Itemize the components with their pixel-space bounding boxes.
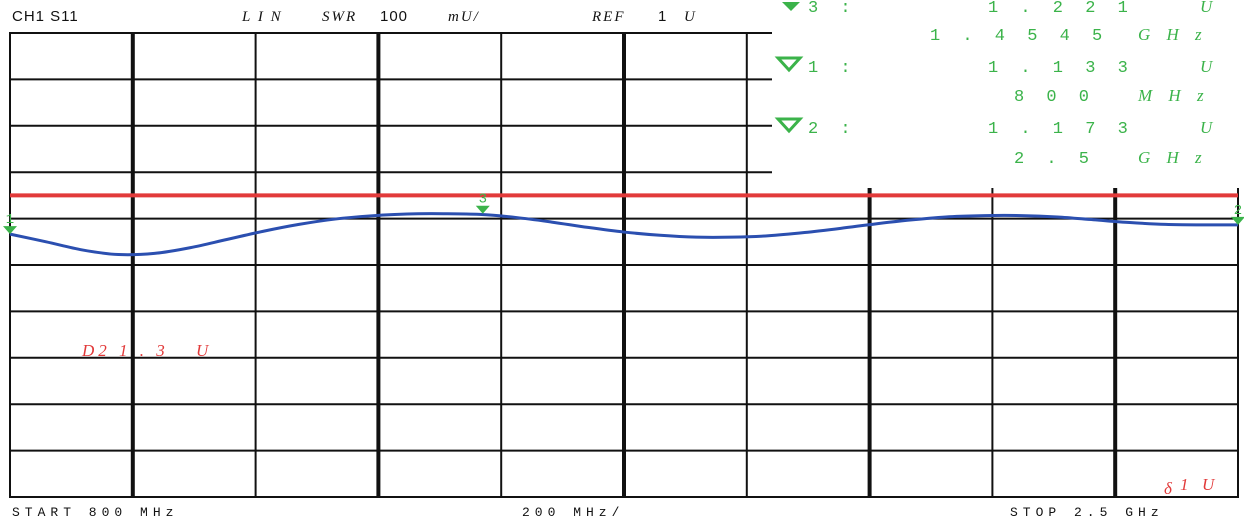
marker-active-icon (782, 2, 800, 11)
span-per-division: 200 MHz/ (522, 505, 624, 520)
stop-frequency: STOP 2.5 GHz (1010, 505, 1164, 520)
marker-2-icon (774, 117, 804, 134)
marker-3-value: 1 . 2 2 1 (988, 0, 1134, 18)
limit-line-label: D2 1 . 3 (81, 341, 169, 360)
ref-label: REF (591, 9, 626, 25)
ref-value: 1 (658, 8, 667, 25)
marker-1-freq-unit: M H z (1137, 86, 1210, 105)
marker-2-freq-unit: G H z (1138, 148, 1208, 167)
marker-1-unit: U (1200, 57, 1218, 76)
marker-3-freq-unit: G H z (1138, 25, 1208, 44)
marker-2-value: 1 . 1 7 3 (988, 120, 1134, 139)
limit-line-unit: U (196, 341, 212, 360)
delta-symbol: δ (1164, 479, 1176, 498)
trace-marker-1-label: 1 (6, 212, 14, 228)
channel-label: CH1 S11 (12, 8, 79, 25)
marker-1-value: 1 . 1 3 3 (988, 59, 1134, 78)
marker-1-icon (774, 56, 804, 73)
marker-3-unit: U (1200, 0, 1218, 16)
format-name: SWR (322, 9, 357, 25)
marker-panel (772, 0, 1244, 188)
trace-marker-1 (3, 226, 17, 235)
scale-unit: mU/ (448, 9, 480, 25)
trace-marker-2 (1231, 216, 1244, 225)
marker-readouts: 3 : 1 . 2 2 1 U 1 . 4 5 4 5 G H z 1 : 1 … (774, 0, 1218, 169)
marker-1-symbol: 1 : (808, 59, 857, 78)
marker-2-freq: 2 . 5 (1014, 150, 1095, 169)
ref-unit: U (684, 9, 697, 25)
trace-marker-2-label: 2 (1234, 203, 1242, 219)
marker-3-symbol: 3 : (808, 0, 857, 18)
start-frequency: START 800 MHz (12, 505, 178, 520)
scale-value: 100 (380, 8, 408, 25)
marker-2-symbol: 2 : (808, 120, 857, 139)
trace-line (9, 212, 1239, 257)
delta-unit: U (1202, 475, 1218, 494)
trace-marker-3-label: 3 (479, 192, 487, 208)
trace-group: 1 2 3 (3, 192, 1244, 257)
marker-3-freq: 1 . 4 5 4 5 (930, 27, 1108, 46)
delta-value: 1 (1180, 475, 1193, 494)
trace-marker-3 (475, 205, 490, 214)
marker-2-unit: U (1200, 118, 1218, 137)
format-label: L I N (241, 9, 283, 25)
marker-1-freq: 8 0 0 (1014, 88, 1095, 107)
